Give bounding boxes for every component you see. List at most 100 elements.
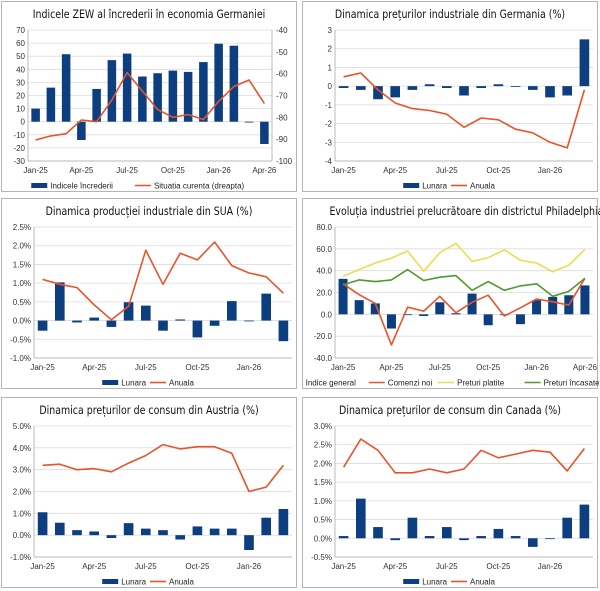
chart-zew: 70 60 50 40 30 20 10 0 -10 -20 -30 -40 -50 -60 -70 -80 -… xyxy=(13,26,293,191)
x-tick-label: Jan-25 xyxy=(331,363,356,372)
x-tick-label: Apr-25 xyxy=(383,562,408,571)
y-tick-label: 60.0 xyxy=(316,245,332,254)
x-tick-label: Jan-26 xyxy=(206,166,231,175)
y-tick-label: 0 xyxy=(328,82,333,91)
y-tick-label: 1.0% xyxy=(314,497,332,506)
bar xyxy=(168,70,178,122)
legend-swatch-bar xyxy=(31,183,48,188)
y-tick-label: 40 xyxy=(16,65,25,74)
bar xyxy=(515,314,525,325)
legend-label: Comenzi noi xyxy=(388,379,433,388)
x-tick-label: Oct-25 xyxy=(476,363,501,372)
y-tick-label: -4 xyxy=(325,157,333,166)
x-tick-label: Jan-25 xyxy=(331,166,356,175)
x-tick-label: Oct-25 xyxy=(185,562,210,571)
y-tick-label: -2 xyxy=(325,120,333,129)
y-tick-label: -0.5% xyxy=(10,335,31,344)
bar xyxy=(140,305,151,321)
bar xyxy=(562,86,573,96)
bar xyxy=(354,300,364,315)
x-tick-label: Apr-25 xyxy=(82,562,107,571)
bar xyxy=(580,285,590,315)
x-tick-label: Oct-25 xyxy=(185,363,210,372)
bar xyxy=(579,504,590,539)
bar xyxy=(89,317,100,321)
bar xyxy=(209,320,220,326)
bar xyxy=(140,528,151,536)
bar xyxy=(199,62,208,122)
y-tick-label: 3.0% xyxy=(13,466,31,475)
bar xyxy=(467,293,477,315)
y-tick-label: 2.0% xyxy=(314,459,332,468)
bar xyxy=(123,523,134,536)
bar xyxy=(548,296,558,315)
bar xyxy=(545,86,555,98)
bar xyxy=(441,527,452,539)
x-tick-label: Jan-25 xyxy=(23,166,48,175)
bar xyxy=(424,84,435,87)
bar xyxy=(54,522,65,536)
chart-title: Dinamica prețurilor industriale din Germ… xyxy=(334,7,566,21)
y-tick-label: -0.5% xyxy=(311,553,332,562)
y-tick-label: -20.0 xyxy=(314,332,333,341)
legend-swatch-bar xyxy=(102,579,119,584)
chart-panel-ppi-germany: Dinamica prețurilor industriale din Germ… xyxy=(302,1,598,192)
y2-tick-label: -100 xyxy=(276,157,293,166)
x-tick-label: Apr-25 xyxy=(383,166,408,175)
y-tick-label: 0.0% xyxy=(13,531,31,540)
bar xyxy=(386,314,396,329)
bar xyxy=(407,86,418,90)
chart-panel-cpi-canada: Dinamica prețurilor de consum din Canada… xyxy=(302,397,598,588)
y-tick-label: 20.0 xyxy=(316,289,332,298)
bar xyxy=(424,536,435,539)
bar xyxy=(175,319,186,321)
legend-label: Lunara xyxy=(121,578,146,587)
bar xyxy=(476,86,487,89)
y-tick-label: 0.0 xyxy=(321,310,333,319)
bar xyxy=(229,45,239,122)
x-tick-label: Jul-25 xyxy=(436,166,458,175)
y-tick-label: -3 xyxy=(325,138,333,147)
chart-panel-ip-us: Dinamica producției industriale din SUA … xyxy=(1,198,297,389)
x-tick-label: Oct-25 xyxy=(486,562,511,571)
bar xyxy=(403,314,413,316)
bar xyxy=(459,538,469,541)
bar xyxy=(54,282,65,321)
x-tick-label: Apr-26 xyxy=(573,363,598,372)
y2-tick-label: -70 xyxy=(276,92,288,101)
bar xyxy=(261,293,272,321)
bar xyxy=(123,302,134,321)
series-line xyxy=(342,277,586,346)
x-tick-label: Jan-26 xyxy=(237,363,262,372)
y-tick-label: 30 xyxy=(16,78,25,87)
legend-swatch-bar xyxy=(102,380,119,385)
series-line xyxy=(35,71,266,141)
bar xyxy=(106,320,117,327)
legend-label: Anuala xyxy=(169,379,194,388)
bar xyxy=(107,60,117,122)
chart-title: Dinamica prețurilor de consum din Austri… xyxy=(39,403,259,417)
y-tick-label: 10 xyxy=(16,105,25,114)
chart-ip-us: 2.5% 2.0% 1.5% 1.0% 0.5% 0.0% -0.5% -1.0%Jan-25… xyxy=(10,223,292,388)
x-tick-label: Jan-26 xyxy=(538,166,563,175)
bar xyxy=(226,528,237,536)
y-tick-label: 40.0 xyxy=(316,267,332,276)
legend-label: Anuala xyxy=(470,182,495,191)
x-tick-label: Oct-25 xyxy=(161,166,186,175)
y-tick-label: 0.0% xyxy=(314,534,332,543)
y-tick-label: 3.0% xyxy=(314,422,332,431)
y-tick-label: 1.5% xyxy=(314,478,332,487)
y-tick-label: 2.0% xyxy=(13,242,31,251)
bar xyxy=(338,536,349,539)
y2-tick-label: -50 xyxy=(276,48,288,57)
x-tick-label: Jan-25 xyxy=(30,562,55,571)
y2-tick-label: -80 xyxy=(276,113,288,122)
bar xyxy=(278,508,289,536)
bar xyxy=(122,53,132,122)
y2-tick-label: -60 xyxy=(276,70,288,79)
bar xyxy=(510,86,521,87)
legend-label: Preturi platite xyxy=(457,379,505,388)
legend-label: Anuala xyxy=(470,578,495,587)
y-tick-label: 0 xyxy=(21,118,26,127)
